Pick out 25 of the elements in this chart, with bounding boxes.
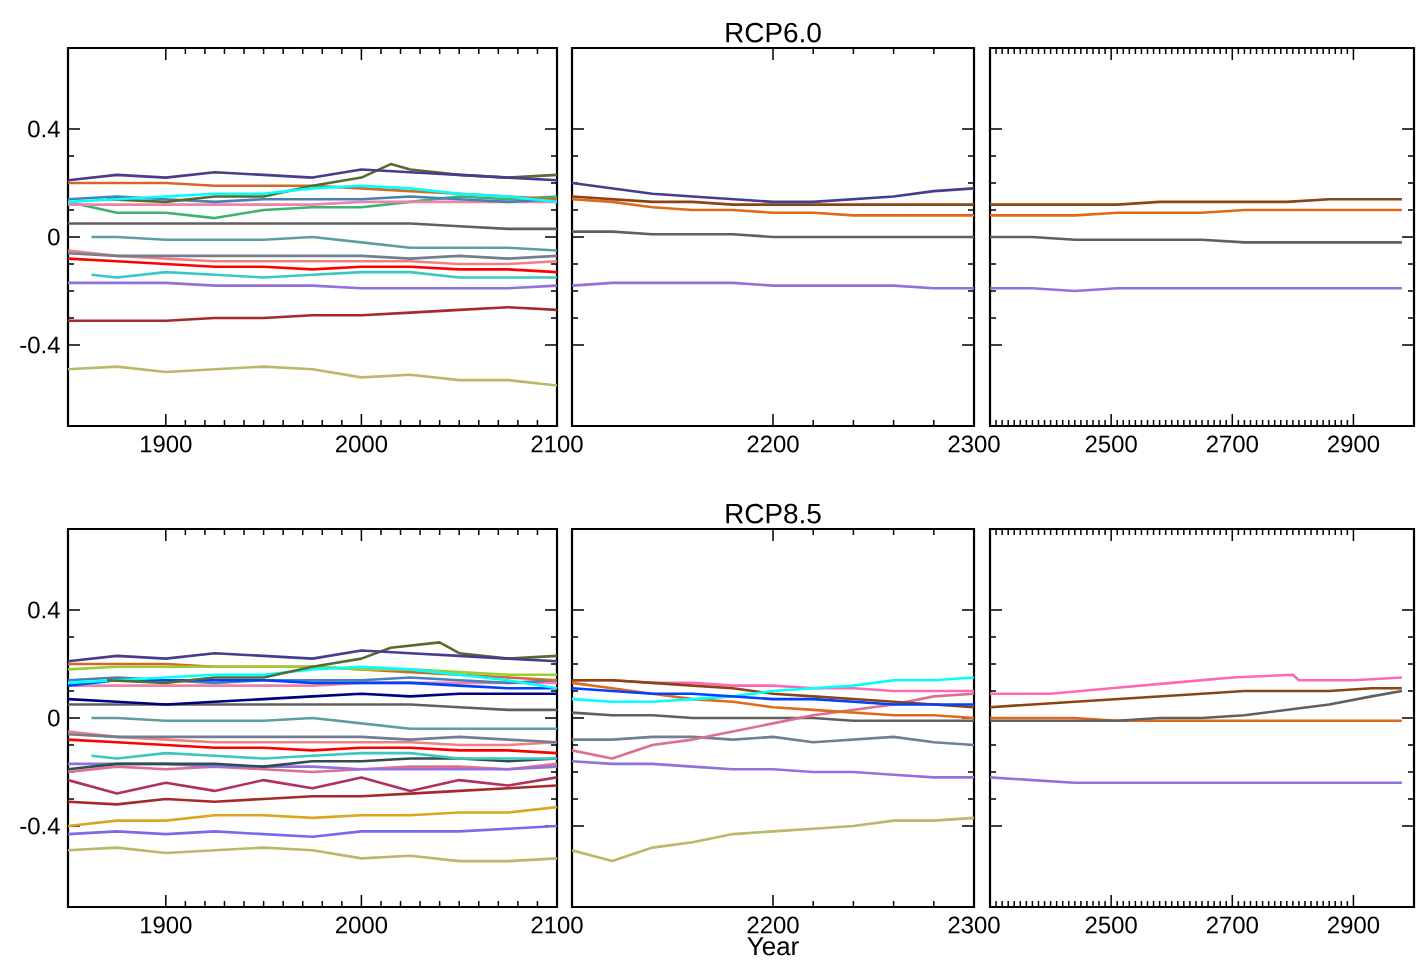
x-tick-label: 2300 — [948, 916, 1000, 934]
x-tick-label: 2700 — [1206, 916, 1258, 934]
x-tick-label: 2200 — [747, 435, 799, 453]
x-tick-label: 2900 — [1328, 916, 1380, 934]
x-tick-label: 1900 — [141, 916, 192, 934]
y-tick-label: 0.4 — [28, 120, 60, 138]
y-tick-label: 0 — [48, 228, 60, 246]
x-tick-label: 2000 — [336, 916, 388, 934]
y-tick-label: -0.4 — [20, 336, 60, 354]
x-tick-label: 2300 — [948, 435, 1000, 453]
x-tick-label: 2000 — [336, 435, 388, 453]
x-axis-title: Year — [747, 937, 799, 956]
chart-title: RCP6.0 — [726, 22, 821, 43]
y-tick-label: -0.4 — [20, 817, 60, 835]
chart-title: RCP8.5 — [726, 503, 821, 524]
x-tick-label: 2100 — [531, 435, 583, 453]
x-tick-label: 2100 — [531, 916, 583, 934]
x-tick-label: 1900 — [141, 435, 192, 453]
x-tick-label: 2900 — [1328, 435, 1380, 453]
x-tick-label: 2500 — [1085, 435, 1137, 453]
y-tick-label: 0 — [48, 709, 60, 727]
x-tick-label: 2500 — [1085, 916, 1137, 934]
x-tick-label: 2200 — [747, 916, 799, 934]
x-tick-label: 2700 — [1206, 435, 1258, 453]
y-tick-label: 0.4 — [28, 601, 60, 619]
